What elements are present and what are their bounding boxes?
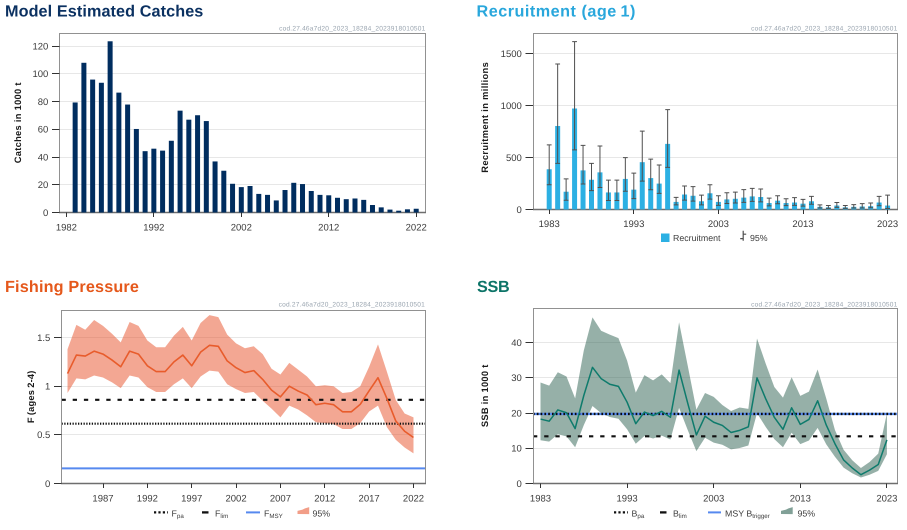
- svg-text:1992: 1992: [137, 494, 158, 505]
- svg-text:Fpa: Fpa: [172, 508, 185, 520]
- svg-text:2017: 2017: [359, 494, 380, 505]
- svg-text:1983: 1983: [539, 219, 560, 230]
- svg-text:1987: 1987: [92, 494, 113, 505]
- svg-text:MSY Btrigger: MSY Btrigger: [725, 508, 770, 520]
- svg-text:Fishing Pressure: Fishing Pressure: [5, 278, 139, 296]
- svg-text:2012: 2012: [318, 223, 339, 234]
- svg-text:2012: 2012: [314, 494, 335, 505]
- svg-text:95%: 95%: [750, 233, 768, 243]
- svg-text:1993: 1993: [617, 494, 638, 505]
- svg-text:1500: 1500: [501, 49, 522, 60]
- svg-text:30: 30: [511, 373, 522, 384]
- svg-text:500: 500: [506, 153, 522, 164]
- svg-text:cod.27.46a7d20_2023_18284_2023: cod.27.46a7d20_2023_18284_2023918010501: [751, 26, 898, 33]
- svg-text:cod.27.46a7d20_2023_18284_2023: cod.27.46a7d20_2023_18284_2023918010501: [279, 302, 426, 309]
- svg-text:SSB: SSB: [477, 278, 509, 296]
- svg-text:20: 20: [511, 408, 522, 419]
- svg-text:1997: 1997: [181, 494, 202, 505]
- svg-text:1000: 1000: [501, 101, 522, 112]
- svg-text:cod.27.46a7d20_2023_18284_2023: cod.27.46a7d20_2023_18284_2023918010501: [279, 26, 426, 33]
- svg-text:0: 0: [45, 479, 50, 490]
- svg-text:Recruitment: Recruitment: [673, 233, 721, 243]
- svg-text:1: 1: [45, 382, 50, 393]
- svg-text:2007: 2007: [270, 494, 291, 505]
- svg-text:100: 100: [32, 69, 48, 80]
- svg-text:80: 80: [38, 97, 49, 108]
- svg-text:Blim: Blim: [673, 508, 687, 520]
- svg-text:Bpa: Bpa: [632, 508, 645, 520]
- svg-text:10: 10: [511, 444, 522, 455]
- svg-text:0: 0: [43, 208, 48, 219]
- svg-text:2003: 2003: [703, 494, 724, 505]
- svg-text:cod.27.46a7d20_2023_18284_2023: cod.27.46a7d20_2023_18284_2023918010501: [751, 302, 898, 309]
- svg-text:1.5: 1.5: [37, 333, 50, 344]
- svg-text:2022: 2022: [403, 494, 424, 505]
- svg-text:0: 0: [517, 205, 522, 216]
- svg-text:2003: 2003: [708, 219, 729, 230]
- svg-text:1993: 1993: [623, 219, 644, 230]
- svg-text:1982: 1982: [56, 223, 77, 234]
- svg-text:1983: 1983: [530, 494, 551, 505]
- svg-text:40: 40: [38, 152, 49, 163]
- svg-text:60: 60: [38, 125, 49, 136]
- svg-text:120: 120: [32, 41, 48, 52]
- svg-text:0: 0: [517, 479, 522, 490]
- svg-text:95%: 95%: [798, 508, 816, 518]
- svg-text:1992: 1992: [143, 223, 164, 234]
- svg-text:Flim: Flim: [215, 508, 228, 520]
- svg-text:Model Estimated Catches: Model Estimated Catches: [5, 2, 203, 20]
- svg-text:95%: 95%: [313, 508, 331, 518]
- svg-text:Recruitment in millions: Recruitment in millions: [480, 62, 490, 173]
- svg-text:FMSY: FMSY: [264, 508, 283, 520]
- svg-text:2022: 2022: [406, 223, 427, 234]
- svg-text:2023: 2023: [877, 219, 898, 230]
- svg-text:2002: 2002: [225, 494, 246, 505]
- svg-text:2013: 2013: [792, 219, 813, 230]
- svg-text:0.5: 0.5: [37, 430, 50, 441]
- svg-text:Catches in 1000 t: Catches in 1000 t: [13, 82, 23, 163]
- svg-text:20: 20: [38, 180, 49, 191]
- svg-text:SSB in 1000 t: SSB in 1000 t: [480, 364, 490, 427]
- svg-text:2002: 2002: [231, 223, 252, 234]
- svg-text:Recruitment (age 1): Recruitment (age 1): [477, 2, 636, 20]
- svg-text:F (ages 2-4): F (ages 2-4): [26, 370, 36, 423]
- svg-text:2013: 2013: [790, 494, 811, 505]
- svg-text:40: 40: [511, 338, 522, 349]
- svg-text:2023: 2023: [876, 494, 897, 505]
